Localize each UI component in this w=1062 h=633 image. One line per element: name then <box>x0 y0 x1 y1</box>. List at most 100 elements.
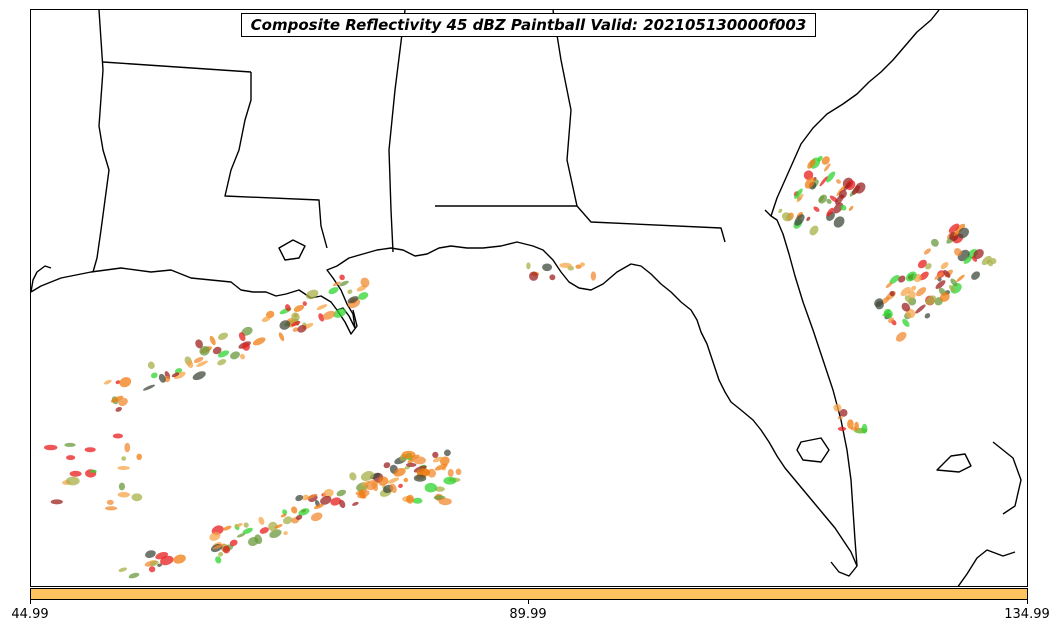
reflectivity-blob <box>240 353 245 360</box>
reflectivity-blob <box>278 332 285 342</box>
reflectivity-blob <box>875 300 884 310</box>
border-ms-al <box>388 10 406 253</box>
reflectivity-blob <box>580 262 585 267</box>
mississippi-delta <box>336 309 358 335</box>
colorbar-tick-right <box>1027 600 1028 604</box>
reflectivity-blob <box>280 513 287 518</box>
reflectivity-blob <box>843 181 851 192</box>
reflectivity-blob <box>950 278 958 287</box>
map-panel <box>30 9 1028 587</box>
lake-okeechobee <box>796 437 830 463</box>
reflectivity-blob <box>222 525 232 531</box>
reflectivity-blob <box>839 409 848 417</box>
reflectivity-blob <box>885 282 893 288</box>
reflectivity-blob <box>559 262 572 268</box>
border-la-ms <box>224 72 328 249</box>
colorbar-tick-left <box>30 600 31 604</box>
reflectivity-blob <box>322 310 336 320</box>
reflectivity-blob <box>443 476 457 485</box>
reflectivity-blob <box>888 317 894 323</box>
reflectivity-blob <box>291 506 298 514</box>
reflectivity-blob <box>901 302 911 312</box>
reflectivity-blob <box>963 256 972 264</box>
reflectivity-blob <box>915 304 926 314</box>
reflectivity-blob <box>50 499 63 505</box>
reflectivity-blob <box>895 331 907 342</box>
reflectivity-blob <box>854 421 859 431</box>
reflectivity-blob <box>826 207 834 217</box>
reflectivity-blob <box>64 442 76 447</box>
border-al-ga <box>552 10 578 207</box>
reflectivity-blob <box>282 516 293 525</box>
reflectivity-blob <box>955 223 966 233</box>
reflectivity-blob <box>186 360 194 369</box>
reflectivity-blob <box>405 462 417 467</box>
reflectivity-blob <box>398 483 403 489</box>
reflectivity-blob <box>807 159 816 169</box>
reflectivity-blob <box>925 295 937 306</box>
colorbar-tick-label-mid: 89.99 <box>509 607 547 622</box>
reflectivity-blob <box>229 539 238 547</box>
reflectivity-blob <box>115 380 121 385</box>
reflectivity-blob <box>455 468 462 476</box>
reflectivity-blob <box>310 512 323 522</box>
coastline-texas <box>31 265 52 293</box>
reflectivity-blob <box>124 442 131 453</box>
reflectivity-blob <box>347 296 359 304</box>
reflectivity-blob <box>241 326 253 336</box>
reflectivity-blob <box>339 274 345 281</box>
colorbar <box>30 588 1028 600</box>
reflectivity-blob <box>432 451 439 458</box>
reflectivity-blob <box>298 508 310 516</box>
reflectivity-blob <box>128 572 140 579</box>
reflectivity-blob <box>119 377 132 388</box>
reflectivity-blob <box>349 472 357 481</box>
reflectivity-blob <box>847 419 854 429</box>
reflectivity-blob <box>365 480 378 491</box>
map-canvas <box>31 10 1022 586</box>
reflectivity-blob <box>158 373 166 383</box>
reflectivity-blob <box>285 304 291 312</box>
reflectivity-blob <box>121 456 127 461</box>
reflectivity-blob <box>84 447 96 453</box>
reflectivity-blob <box>823 163 831 172</box>
reflectivity-blob <box>291 312 300 322</box>
reflectivity-blob <box>905 271 917 282</box>
reflectivity-blob <box>318 313 325 322</box>
coastline-southeast <box>770 10 940 217</box>
reflectivity-blob <box>360 277 370 288</box>
reflectivity-blob <box>305 289 319 300</box>
louisiana-lakes <box>278 239 306 261</box>
reflectivity-blob <box>115 406 122 412</box>
reflectivity-blob <box>804 177 815 189</box>
reflectivity-blob <box>157 563 163 567</box>
reflectivity-blob <box>403 477 409 483</box>
reflectivity-blob <box>301 494 309 501</box>
reflectivity-blob <box>981 255 992 266</box>
reflectivity-blob <box>931 238 939 247</box>
reflectivity-blob <box>147 361 155 370</box>
reflectivity-blob <box>293 304 305 312</box>
reflectivity-blob <box>826 198 832 204</box>
reflectivity-blob <box>447 468 454 477</box>
reflectivity-blob <box>196 360 208 367</box>
reflectivity-blob <box>118 397 128 407</box>
reflectivity-blob <box>923 248 931 255</box>
reflectivity-blob <box>279 320 291 330</box>
reflectivity-blob <box>925 263 932 270</box>
reflectivity-blob <box>217 359 227 366</box>
reflectivity-blob <box>919 271 929 281</box>
reflectivity-blob <box>444 449 451 457</box>
reflectivity-blob <box>291 321 301 327</box>
reflectivity-blob <box>412 497 423 504</box>
reflectivity-blob <box>549 274 556 281</box>
reflectivity-blob <box>424 482 437 493</box>
bahamas-east <box>992 441 1022 515</box>
reflectivity-blob <box>401 450 416 459</box>
reflectivity-blob <box>837 426 847 431</box>
reflectivity-blob <box>819 176 828 187</box>
reflectivity-blob <box>106 499 114 505</box>
reflectivity-blob <box>360 471 374 481</box>
reflectivity-blob <box>924 313 931 319</box>
reflectivity-blob <box>818 194 828 204</box>
